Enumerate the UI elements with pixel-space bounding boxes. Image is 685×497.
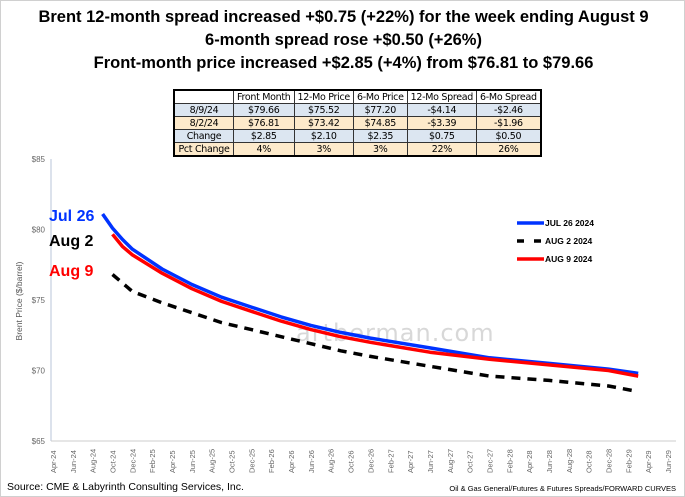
source-note: Source: CME & Labyrinth Consulting Servi… [7, 481, 244, 493]
chart-title-line-3: Front-month price increased +$2.85 (+4%)… [93, 54, 594, 72]
x-tick-label: Apr-26 [287, 450, 296, 473]
series-label: Jul 26 [49, 208, 94, 225]
x-tick-label: Feb-26 [267, 449, 276, 473]
table-cell: 3% [352, 142, 408, 157]
header-cell: 6-Mo Price [352, 89, 408, 104]
table-cell: $2.35 [352, 129, 408, 143]
x-tick-label: Aug-26 [327, 449, 336, 473]
table-cell: 3% [293, 142, 354, 157]
table-cell: 26% [476, 142, 542, 157]
x-tick-label: Aug-24 [89, 449, 98, 473]
table-cell: $0.50 [476, 129, 542, 143]
file-path-note: Oil & Gas General/Futures & Futures Spre… [449, 484, 676, 493]
y-tick-label: $85 [32, 155, 46, 164]
header-cell: 12-Mo Spread [406, 89, 478, 104]
table-cell: $76.81 [233, 116, 295, 130]
table-cell: $73.42 [293, 116, 354, 130]
x-tick-label: Dec-25 [247, 449, 256, 473]
x-tick-label: Apr-29 [644, 450, 653, 473]
x-tick-label: Oct-27 [466, 450, 475, 473]
table-cell: -$4.14 [406, 103, 478, 117]
x-tick-label: Apr-24 [49, 450, 58, 473]
chart-title-line-1: Brent 12-month spread increased +$0.75 (… [38, 8, 649, 26]
x-tick-label: Aug-27 [446, 449, 455, 473]
table-cell: $2.10 [293, 129, 354, 143]
y-tick-label: $75 [32, 296, 46, 305]
x-tick-label: Oct-26 [347, 450, 356, 473]
table-cell: -$2.46 [476, 103, 542, 117]
x-tick-label: Apr-28 [525, 450, 534, 473]
x-tick-label: Apr-25 [168, 450, 177, 473]
table-row: 8/9/24 $79.66 $75.52 $77.20 -$4.14 -$2.46 [173, 103, 542, 117]
x-tick-label: Feb-28 [505, 449, 514, 473]
x-tick-label: Jun-28 [545, 450, 554, 473]
y-tick-label: $65 [32, 437, 46, 446]
x-tick-label: Feb-25 [148, 449, 157, 473]
x-tick-label: Dec-24 [128, 449, 137, 473]
x-tick-label: Dec-27 [485, 449, 494, 473]
series-line-aug-2 [111, 273, 639, 394]
legend-entry: AUG 2 2024 [545, 236, 593, 246]
table-cell: Change [173, 129, 234, 143]
series-label: Aug 9 [49, 263, 94, 280]
table-cell: 4% [233, 142, 295, 157]
x-tick-label: Aug-28 [565, 449, 574, 473]
series-label: Aug 2 [49, 233, 94, 250]
table-row: Change $2.85 $2.10 $2.35 $0.75 $0.50 [173, 129, 542, 143]
x-tick-label: Feb-27 [386, 449, 395, 473]
table-cell: $75.52 [293, 103, 354, 117]
y-axis-title: Brent Price ($/barrel) [14, 261, 24, 340]
x-tick-label: Dec-28 [604, 449, 613, 473]
table-cell: $0.75 [406, 129, 478, 143]
x-tick-label: Oct-24 [109, 450, 118, 473]
chart-title-line-2: 6-month spread rose +$0.50 (+26%) [205, 31, 482, 49]
x-tick-label: Jun-26 [307, 450, 316, 473]
table-header-row: Front Month 12-Mo Price 6-Mo Price 12-Mo… [173, 89, 542, 104]
x-tick-label: Jun-29 [664, 450, 673, 473]
legend-entry: AUG 9 2024 [545, 254, 593, 264]
x-tick-label: Jun-25 [188, 450, 197, 473]
legend-entry: JUL 26 2024 [545, 218, 594, 228]
x-tick-label: Oct-25 [228, 450, 237, 473]
x-tick-label: Apr-27 [406, 450, 415, 473]
x-tick-label: Jun-27 [426, 450, 435, 473]
y-tick-label: $80 [32, 226, 46, 235]
header-cell: 12-Mo Price [293, 89, 354, 104]
x-tick-label: Dec-26 [366, 449, 375, 473]
x-tick-label: Aug-25 [208, 449, 217, 473]
table-cell: -$3.39 [406, 116, 478, 130]
series-line-aug-9 [111, 233, 639, 378]
table-cell: Pct Change [173, 142, 234, 157]
table-cell: 22% [406, 142, 478, 157]
table-cell: $79.66 [233, 103, 295, 117]
x-tick-label: Oct-28 [585, 450, 594, 473]
summary-table: Front Month 12-Mo Price 6-Mo Price 12-Mo… [173, 89, 542, 157]
x-tick-label: Feb-29 [624, 449, 633, 473]
table-cell: 8/9/24 [173, 103, 234, 117]
table-row: Pct Change 4% 3% 3% 22% 26% [173, 142, 542, 157]
x-tick-label: Jun-24 [69, 450, 78, 473]
y-tick-label: $70 [32, 367, 46, 376]
